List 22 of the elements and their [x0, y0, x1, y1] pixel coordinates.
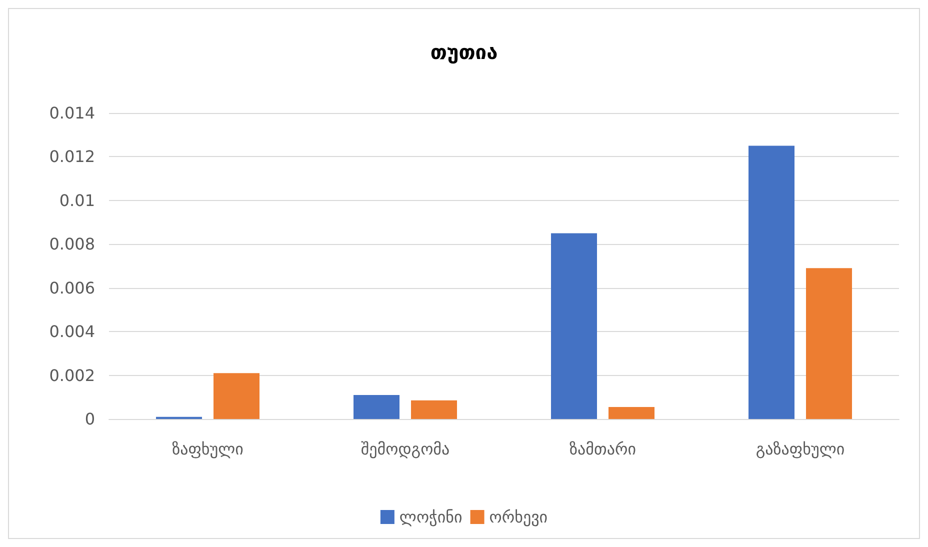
bar [214, 373, 260, 419]
bar [806, 268, 852, 419]
bar [551, 233, 597, 419]
x-tick-label: გაზაფხული [756, 440, 845, 458]
y-tick-label: 0.002 [49, 366, 95, 385]
bar [411, 400, 457, 419]
y-tick-label: 0.004 [49, 322, 95, 342]
x-tick-label: ზამთარი [570, 440, 636, 458]
chart-title: თუთია [430, 40, 498, 64]
bar [748, 146, 794, 419]
x-tick-label: ზაფხული [172, 440, 244, 458]
y-tick-label: 0 [84, 410, 95, 428]
y-tick-label: 0.01 [59, 190, 95, 210]
legend-label: ლოჭინი [399, 508, 462, 526]
bar [608, 406, 654, 419]
y-tick-label: 0.008 [49, 234, 95, 254]
bar [354, 394, 400, 419]
y-tick-label: 0.014 [49, 104, 95, 122]
legend-label: ორხევი [489, 508, 548, 526]
y-tick-label: 0.006 [49, 278, 95, 298]
x-tick-label: შემოდგომა [360, 440, 450, 458]
y-tick-label: 0.012 [49, 147, 95, 166]
